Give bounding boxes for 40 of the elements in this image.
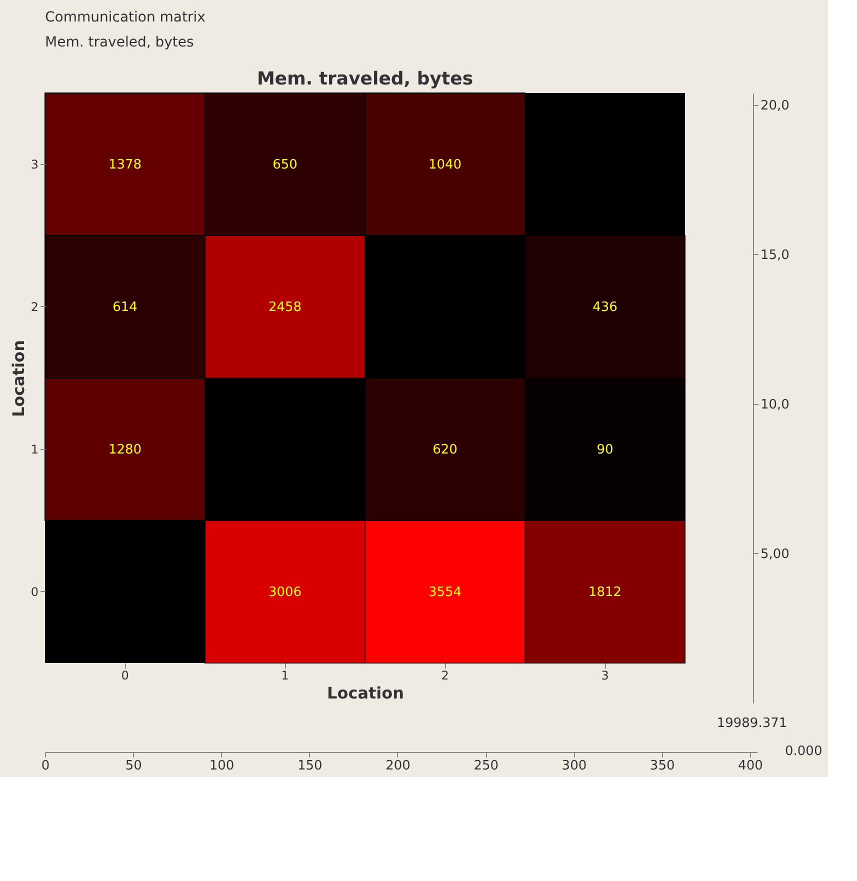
y-tick-label: 2 <box>30 300 38 314</box>
y-tick-label: 3 <box>30 157 38 172</box>
x2-tick-label: 150 <box>297 758 322 774</box>
data-label: 1040 <box>428 157 462 172</box>
data-label: 1280 <box>108 442 142 458</box>
data-label: 3006 <box>268 584 302 600</box>
text: Mem. traveled, bytes <box>45 34 194 50</box>
text: 19989.371 <box>716 716 788 731</box>
y2-tick-label: 15,0 <box>760 248 790 263</box>
x2-tick-label: 400 <box>738 758 763 774</box>
data-label: 90 <box>596 442 614 458</box>
x2-tick-label: 50 <box>125 758 142 774</box>
y2-tick-label: 20,0 <box>760 98 790 114</box>
text: Communication matrix <box>45 10 206 26</box>
data-label: 620 <box>432 442 458 458</box>
data-label: 436 <box>592 300 618 315</box>
x-tick-label: 3 <box>601 668 609 682</box>
x-axis-title: Location <box>327 684 404 702</box>
x-tick-label: 2 <box>441 668 449 682</box>
data-label: 1378 <box>108 157 142 172</box>
x2-tick-label: 300 <box>562 758 587 774</box>
x2-tick-label: 350 <box>650 758 675 774</box>
data-label: 614 <box>112 300 138 315</box>
y-tick-label: 0 <box>30 584 38 599</box>
x2-tick-label: 0 <box>41 758 50 774</box>
chart-title: Mem. traveled, bytes <box>256 68 474 90</box>
y-tick-label: 1 <box>30 442 38 456</box>
data-label: 2458 <box>268 300 302 315</box>
x2-tick-label: 200 <box>386 758 410 774</box>
data-label: 3554 <box>428 584 462 600</box>
data-label: 650 <box>272 157 298 172</box>
x2-tick-label: 250 <box>474 758 499 774</box>
text: 0.000 <box>785 744 822 759</box>
y-axis-title: Location <box>8 340 28 417</box>
data-label: 1812 <box>588 584 622 600</box>
x2-tick-label: 100 <box>209 758 234 774</box>
x-tick-label: 0 <box>121 668 129 682</box>
y2-tick-label: 10,0 <box>760 397 790 412</box>
x-tick-label: 1 <box>281 668 289 682</box>
y2-tick-label: 5,00 <box>760 546 790 562</box>
